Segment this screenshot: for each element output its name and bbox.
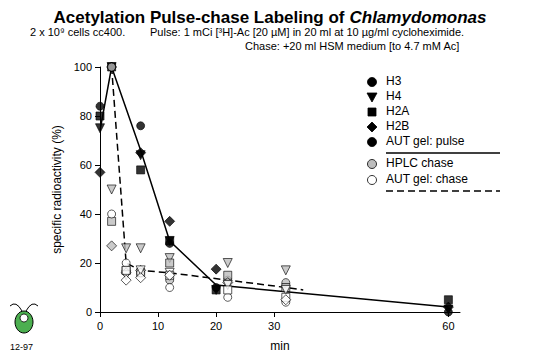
svg-text:AUT gel: pulse: AUT gel: pulse [386,134,465,148]
svg-text:H2B: H2B [386,119,409,133]
svg-text:20: 20 [80,257,92,269]
svg-text:0: 0 [97,320,103,332]
svg-text:H3: H3 [386,74,402,88]
svg-text:AUT gel: chase: AUT gel: chase [386,172,468,186]
svg-text:HPLC chase: HPLC chase [386,156,454,170]
svg-text:60: 60 [80,159,92,171]
svg-text:specific radioactivity (%): specific radioactivity (%) [50,125,64,254]
svg-text:30: 30 [268,320,280,332]
svg-text:2 x 10⁹ cells cc400.: 2 x 10⁹ cells cc400. [30,26,125,38]
svg-text:Chlamydomonas: Chlamydomonas [349,8,486,27]
svg-text:Pulse: 1 mCi [³H]-Ac [20 µM] i: Pulse: 1 mCi [³H]-Ac [20 µM] in 20 ml at… [150,26,464,38]
svg-text:12-97: 12-97 [10,342,33,352]
svg-text:min: min [270,339,289,353]
svg-text:100: 100 [74,61,92,73]
svg-text:Acetylation Pulse-chase Labeli: Acetylation Pulse-chase Labeling of [54,8,345,27]
svg-text:10: 10 [152,320,164,332]
svg-text:H4: H4 [386,89,402,103]
svg-text:H2A: H2A [386,104,409,118]
svg-text:60: 60 [442,320,454,332]
svg-text:40: 40 [80,208,92,220]
svg-text:0: 0 [86,306,92,318]
svg-text:80: 80 [80,110,92,122]
svg-text:20: 20 [210,320,222,332]
svg-text:Chase: +20 ml HSM medium [to 4: Chase: +20 ml HSM medium [to 4.7 mM Ac] [245,40,459,52]
